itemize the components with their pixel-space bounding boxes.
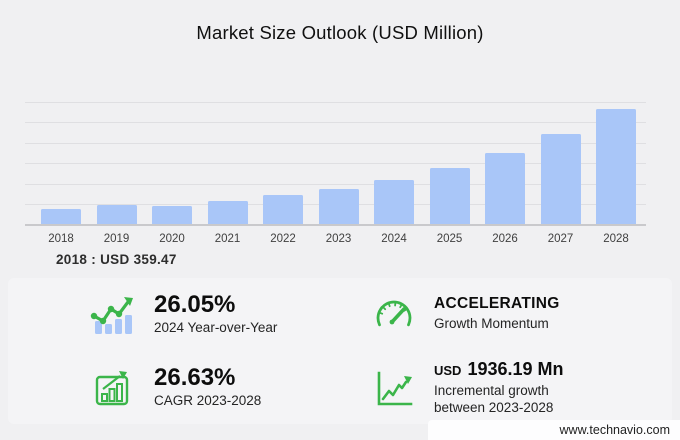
- x-tick-2027: 2027: [547, 233, 574, 245]
- stat-incremental: USD 1936.19 Mn Incremental growth betwee…: [340, 359, 672, 417]
- page-title: Market Size Outlook (USD Million): [196, 22, 484, 43]
- chart-plot: [25, 95, 646, 226]
- bar-2018: [41, 209, 81, 224]
- x-tick-2018: 2018: [48, 233, 74, 245]
- x-tick-2021: 2021: [214, 233, 241, 245]
- growth-chart-icon: [90, 368, 136, 408]
- gridline: [25, 101, 646, 103]
- stat-yoy-label: 2024 Year-over-Year: [154, 320, 278, 336]
- stat-incremental-label-line2: between 2023-2028: [434, 399, 554, 415]
- stat-momentum-value: ACCELERATING: [434, 295, 560, 313]
- x-tick-2026: 2026: [492, 233, 518, 245]
- chart-x-axis: 2018 2019 2020 2021 2022 2023 2024 2025 2026 2027…: [25, 233, 646, 249]
- stat-momentum: ACCELERATING Growth Momentum: [340, 296, 672, 334]
- bar-2024: [374, 179, 414, 224]
- stat-cagr: 26.63% CAGR 2023-2028: [8, 365, 340, 410]
- chart-start-value: 2018 : USD 359.47: [56, 252, 177, 267]
- bar-2028: [596, 109, 636, 224]
- footer-strip: www.technavio.com: [428, 420, 680, 440]
- gridline: [25, 163, 646, 165]
- trend-bars-icon: [90, 295, 136, 335]
- x-tick-2023: 2023: [325, 233, 352, 245]
- x-tick-2025: 2025: [436, 233, 463, 245]
- gridline: [25, 142, 646, 144]
- x-tick-2019: 2019: [103, 233, 130, 245]
- bar-2025: [429, 167, 470, 224]
- bar-2022: [263, 195, 303, 224]
- stat-momentum-label: Growth Momentum: [434, 315, 549, 331]
- bar-2027: [540, 133, 581, 224]
- speedometer-icon: [370, 296, 416, 334]
- x-tick-2028: 2028: [603, 233, 629, 245]
- gridline: [25, 183, 646, 185]
- bar-2021: [207, 201, 248, 224]
- stats-panel: 26.05% 2024 Year-over-Year: [8, 278, 672, 424]
- stat-yoy: 26.05% 2024 Year-over-Year: [8, 292, 340, 337]
- stat-cagr-value: 26.63%: [154, 363, 236, 391]
- stat-incremental-value: 1936.19 Mn: [467, 358, 564, 379]
- stat-incremental-label-line1: Incremental growth: [434, 382, 549, 398]
- stat-incremental-currency: USD: [434, 362, 462, 378]
- bar-2023: [318, 188, 359, 224]
- stat-cagr-label: CAGR 2023-2028: [154, 393, 262, 409]
- x-axis-line: [25, 224, 646, 226]
- stat-yoy-value: 26.05%: [154, 290, 236, 318]
- bar-2020: [152, 206, 192, 224]
- website-link: www.technavio.com: [559, 423, 670, 437]
- bar-2019: [96, 205, 137, 224]
- x-tick-2024: 2024: [381, 233, 407, 245]
- gridline: [25, 122, 646, 124]
- incremental-line-icon: [370, 368, 416, 408]
- x-tick-2022: 2022: [270, 233, 296, 245]
- bar-2026: [485, 152, 525, 224]
- x-tick-2020: 2020: [159, 233, 185, 245]
